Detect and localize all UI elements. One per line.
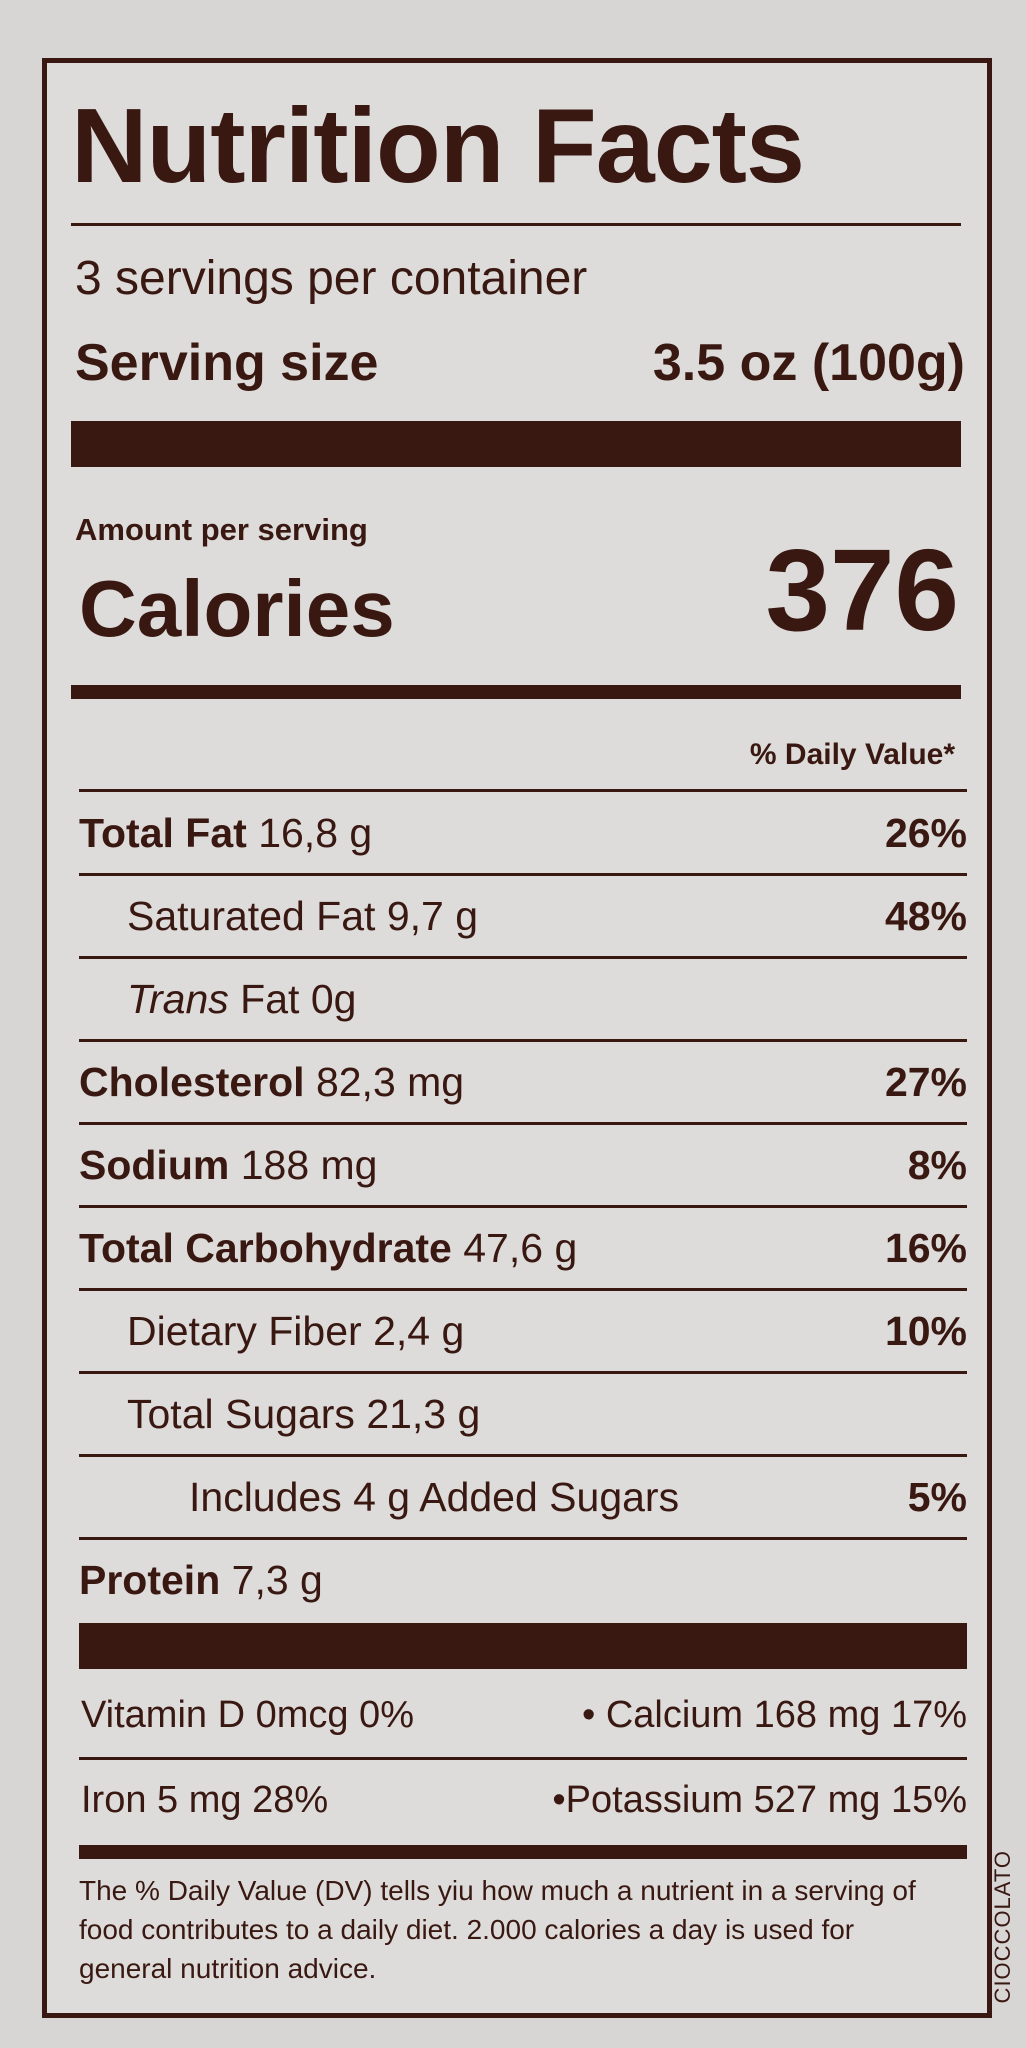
divider-thin xyxy=(79,1122,967,1125)
nutrient-dv: 16% xyxy=(884,1224,967,1271)
divider-thin xyxy=(79,1288,967,1291)
vitamins-row-2: Iron 5 mg 28% •Potassium 527 mg 15% xyxy=(81,1760,967,1840)
nutrient-name: Total Fat xyxy=(79,809,247,856)
nutrient-row-total-sugars: Total Sugars 21,3 g xyxy=(79,1374,967,1454)
nutrient-row-trans-fat: Trans Fat 0g xyxy=(79,959,967,1039)
divider-thin xyxy=(79,1537,967,1540)
nutrient-amount: 21,3 g xyxy=(366,1390,481,1437)
nutrient-amount: 188 mg xyxy=(240,1141,378,1188)
nutrient-row-dietary-fiber: Dietary Fiber 2,4 g 10% xyxy=(79,1291,967,1371)
nutrient-row-added-sugars: Includes 4 g Added Sugars 5% xyxy=(79,1457,967,1537)
nutrient-dv: 48% xyxy=(884,892,967,939)
divider-thin xyxy=(79,1039,967,1042)
calcium: • Calcium 168 mg 17% xyxy=(581,1693,967,1736)
nutrient-amount: 2,4 g xyxy=(373,1307,465,1354)
divider-thin xyxy=(79,873,967,876)
nutrient-row-sodium: Sodium 188 mg 8% xyxy=(79,1125,967,1205)
amount-per-serving: Amount per serving xyxy=(75,512,368,547)
nutrient-amount: 7,3 g xyxy=(231,1556,323,1603)
nutrient-name: Protein xyxy=(79,1556,221,1603)
calories-label: Calories xyxy=(79,564,395,653)
nutrient-dv: 8% xyxy=(907,1141,967,1188)
nutrition-facts-label: Nutrition Facts 3 servings per container… xyxy=(42,58,992,2018)
nutrient-row-protein: Protein 7,3 g xyxy=(79,1540,967,1620)
divider-thin xyxy=(79,1454,967,1457)
nutrient-name: Cholesterol xyxy=(79,1058,305,1105)
divider-thin xyxy=(79,1371,967,1374)
nutrient-row-cholesterol: Cholesterol 82,3 mg 27% xyxy=(79,1042,967,1122)
nutrient-dv: 27% xyxy=(884,1058,967,1105)
nutrient-name: Saturated Fat xyxy=(127,892,376,939)
divider-thin xyxy=(79,789,967,792)
label-title: Nutrition Facts xyxy=(71,87,805,205)
serving-size-row: Serving size 3.5 oz (100g) xyxy=(75,333,965,393)
nutrient-amount: 47,6 g xyxy=(463,1224,578,1271)
servings-per-container: 3 servings per container xyxy=(75,252,588,305)
iron: Iron 5 mg 28% xyxy=(81,1778,329,1821)
nutrient-name: Dietary Fiber xyxy=(127,1307,362,1354)
side-text: CIOCCOLATO xyxy=(990,1850,1015,2004)
divider-thick xyxy=(71,421,961,467)
potassium: •Potassium 527 mg 15% xyxy=(552,1778,967,1821)
nutrient-name-italic: Trans xyxy=(127,975,229,1022)
nutrient-amount: 82,3 mg xyxy=(315,1058,465,1105)
nutrient-dv: 10% xyxy=(884,1307,967,1354)
nutrient-name: Total Carbohydrate xyxy=(79,1224,452,1271)
nutrient-row-total-fat: Total Fat 16,8 g 26% xyxy=(79,793,967,873)
calories-value: 376 xyxy=(765,525,959,655)
serving-size-label: Serving size xyxy=(75,334,379,392)
nutrient-name: Sodium xyxy=(79,1141,230,1188)
nutrient-row-total-carbohydrate: Total Carbohydrate 47,6 g 16% xyxy=(79,1208,967,1288)
divider-medium xyxy=(71,685,961,699)
daily-value-header: % Daily Value* xyxy=(749,738,955,771)
nutrient-amount: 0g xyxy=(310,975,357,1022)
nutrient-row-saturated-fat: Saturated Fat 9,7 g 48% xyxy=(79,876,967,956)
divider-thin xyxy=(79,1757,967,1760)
nutrient-amount: 16,8 g xyxy=(258,809,373,856)
nutrient-name: Total Sugars xyxy=(127,1390,355,1437)
divider-thin xyxy=(79,1205,967,1208)
vitamin-d: Vitamin D 0mcg 0% xyxy=(81,1693,414,1736)
divider-thin xyxy=(79,956,967,959)
nutrient-name: Includes 4 g Added Sugars xyxy=(189,1473,680,1520)
divider-medium xyxy=(79,1845,967,1859)
footnote: The % Daily Value (DV) tells yiu how muc… xyxy=(79,1875,916,1984)
nutrient-dv: 5% xyxy=(907,1473,967,1520)
serving-size-value: 3.5 oz (100g) xyxy=(652,334,965,392)
divider-thick xyxy=(79,1623,967,1669)
nutrient-dv: 26% xyxy=(884,809,967,856)
nutrient-name: Fat xyxy=(240,975,300,1022)
divider-thin xyxy=(71,223,961,226)
vitamins-row-1: Vitamin D 0mcg 0% • Calcium 168 mg 17% xyxy=(81,1675,967,1755)
nutrient-amount: 9,7 g xyxy=(386,892,479,939)
